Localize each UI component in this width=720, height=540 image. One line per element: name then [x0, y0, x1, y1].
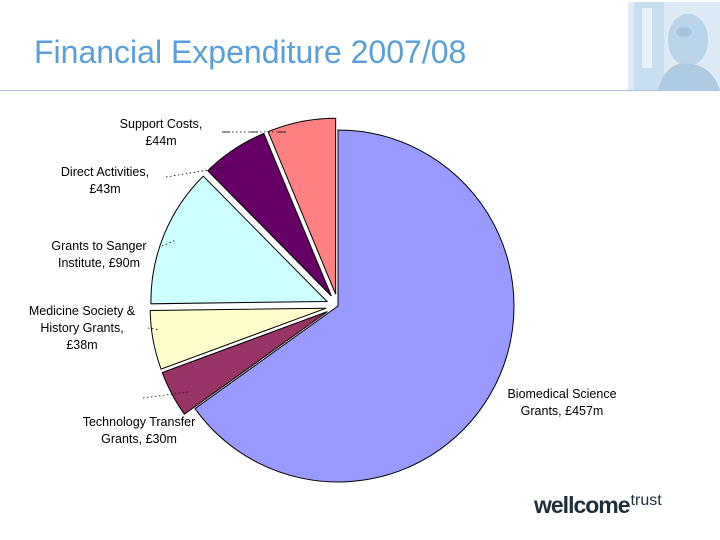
slice-label-line: Grants to Sanger	[51, 239, 146, 253]
slice-label-line: Grants, £457m	[521, 404, 604, 418]
slice-label-line: £44m	[145, 134, 176, 148]
logo-sub-text: trust	[630, 492, 662, 509]
slice-label-line: Institute, £90m	[58, 256, 140, 270]
slice-label-line: Grants, £30m	[101, 432, 177, 446]
logo-main-text: wellcome	[534, 492, 631, 518]
pie-slice-4	[150, 175, 329, 305]
slice-label-line: History Grants,	[40, 321, 123, 335]
slice-label-5: Direct Activities, £43m	[61, 165, 149, 196]
slice-label-6: Support Costs, £44m	[120, 117, 203, 148]
pie-slice-5	[207, 132, 332, 297]
slice-label-2: Technology Transfer Grants, £30m	[83, 415, 196, 446]
wellcome-trust-logo: wellcometrust	[534, 492, 662, 519]
slice-label-line: Support Costs,	[120, 117, 203, 131]
slice-label-4: Grants to Sanger Institute, £90m	[51, 239, 146, 270]
slice-label-line: Medicine Society &	[29, 304, 136, 318]
slice-label-line: £38m	[66, 338, 97, 352]
slice-label-3: Medicine Society & History Grants, £38m	[29, 304, 136, 352]
slice-label-line: Biomedical Science	[507, 387, 616, 401]
slice-label-line: £43m	[89, 182, 120, 196]
slice-label-line: Technology Transfer	[83, 415, 196, 429]
leader-line-4	[161, 239, 177, 247]
corner-photo-icon	[628, 2, 720, 90]
slide-title: Financial Expenditure 2007/08	[34, 34, 467, 70]
title-divider	[0, 90, 720, 91]
slice-label-1: Biomedical Science Grants, £457m	[507, 387, 616, 418]
pie-slice-1	[194, 129, 515, 483]
slice-label-line: Direct Activities,	[61, 165, 149, 179]
leader-line-5	[165, 165, 233, 178]
pie-slice-3	[149, 307, 327, 370]
